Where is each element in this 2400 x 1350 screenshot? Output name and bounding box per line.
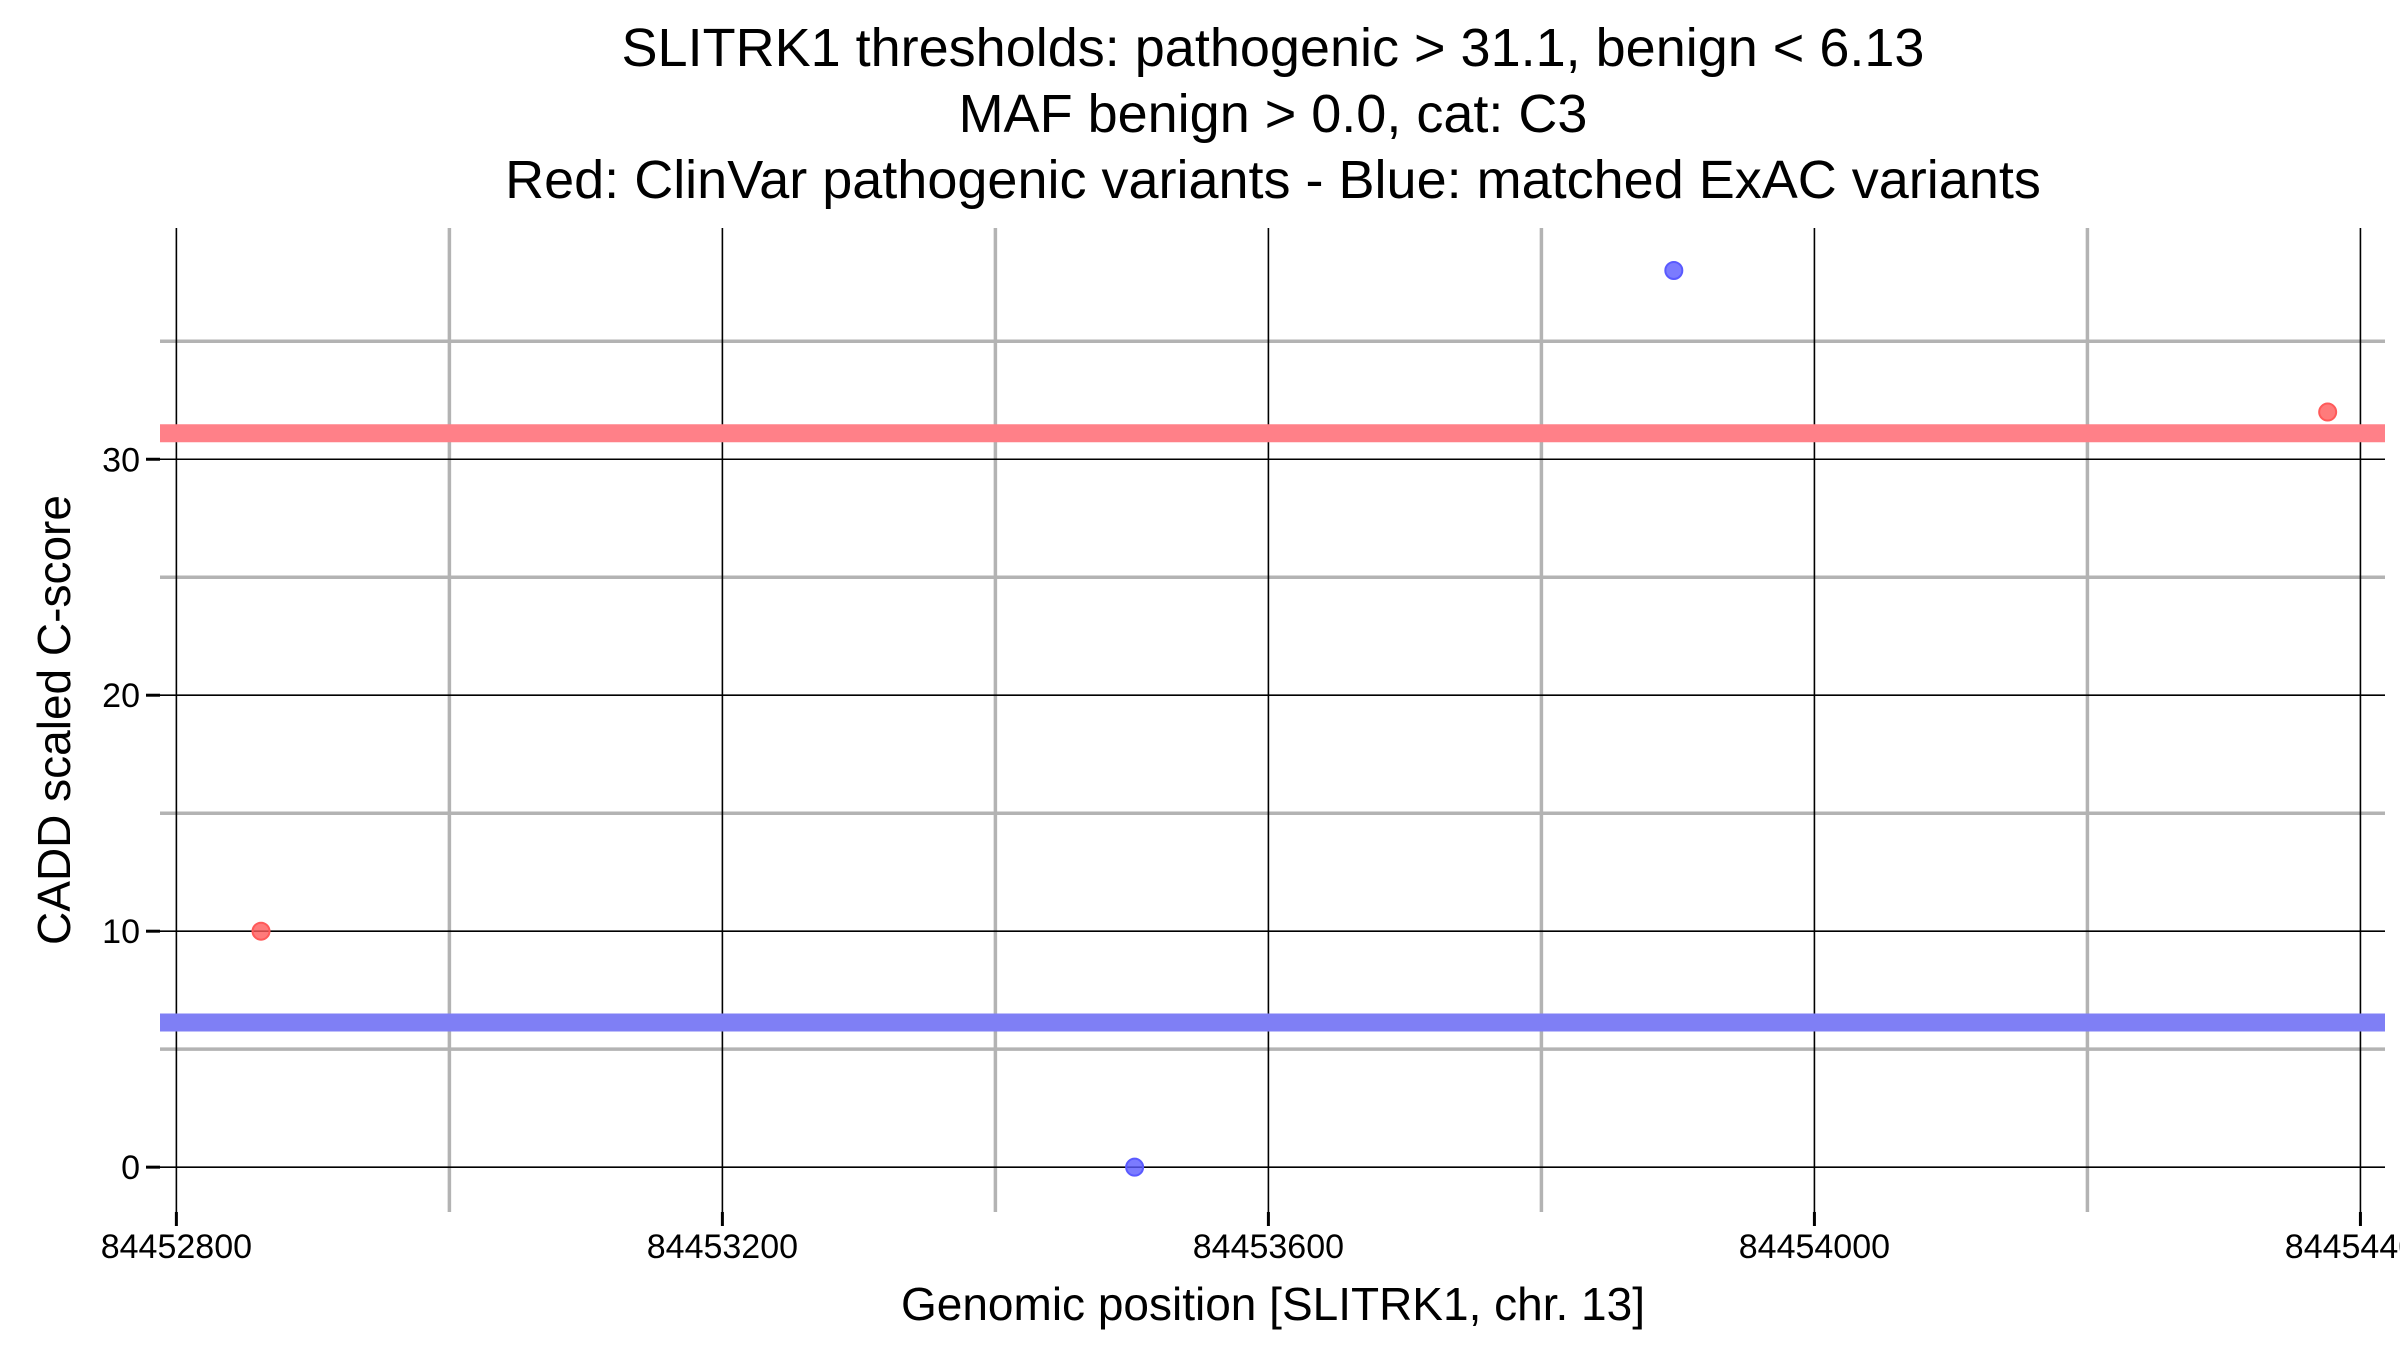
major-gridlines: [160, 228, 2385, 1212]
axes: 84452800 84453200 84453600 84454000 84454400…: [101, 441, 2400, 1266]
data-point-series-2: [1664, 260, 1684, 280]
data-point-series-2: [1125, 1157, 1145, 1177]
title-line-2: MAF benign > 0.0, cat: C3: [959, 84, 1588, 144]
threshold-lines: [160, 424, 2385, 1032]
y-tick-label: 10: [102, 913, 140, 951]
x-axis-label: Genomic position [SLITRK1, chr. 13]: [901, 1278, 1645, 1330]
y-tick-label: 0: [121, 1149, 140, 1187]
data-point-series-1: [2318, 402, 2338, 422]
chart-title: SLITRK1 thresholds: pathogenic > 31.1, b…: [505, 18, 2041, 210]
x-tick-label: 84454400: [2285, 1228, 2400, 1266]
minor-gridlines: [160, 228, 2385, 1212]
x-tick-label: 84452800: [101, 1228, 252, 1266]
x-tick-label: 84453200: [647, 1228, 798, 1266]
y-tick-label: 30: [102, 441, 140, 479]
x-tick-label: 84453600: [1193, 1228, 1344, 1266]
title-line-3: Red: ClinVar pathogenic variants - Blue:…: [505, 150, 2041, 210]
title-line-1: SLITRK1 thresholds: pathogenic > 31.1, b…: [622, 18, 1925, 78]
y-axis-label: CADD scaled C-score: [28, 495, 80, 945]
data-point-series-1: [251, 921, 271, 941]
data-points: [251, 260, 2338, 1177]
x-tick-label: 84454000: [1739, 1228, 1890, 1266]
y-tick-label: 20: [102, 677, 140, 715]
